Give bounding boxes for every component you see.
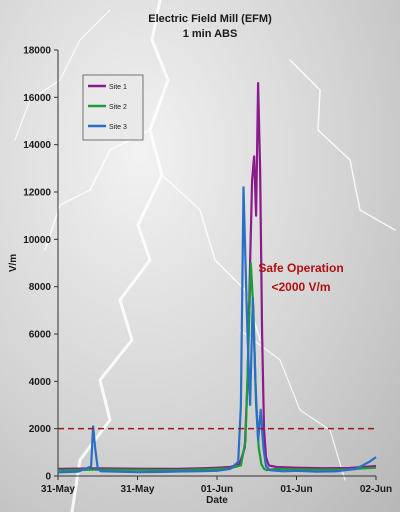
- series-layer: [57, 81, 377, 474]
- series-line-site-2: [57, 261, 377, 472]
- safe-operation-label: Safe Operation: [258, 261, 343, 275]
- x-tick-label: 31-May: [41, 484, 75, 495]
- lightning-bolt-lower-right: [239, 329, 346, 481]
- y-tick-label: 16000: [23, 93, 51, 104]
- y-tick-label: 2000: [29, 424, 52, 435]
- x-axis-label: Date: [206, 495, 228, 506]
- chart-subtitle: 1 min ABS: [183, 28, 238, 40]
- y-axis-label: V/m: [8, 254, 19, 272]
- safe-operation-threshold-label: <2000 V/m: [271, 280, 330, 294]
- lightning-bolt-upper-left: [14, 9, 111, 141]
- legend-label-site-2: Site 2: [109, 104, 127, 111]
- y-tick-label: 0: [45, 472, 51, 483]
- lightning-background: [14, 0, 396, 512]
- x-tick-label: 31-May: [121, 484, 155, 495]
- y-tick-label: 8000: [29, 282, 52, 293]
- x-tick-label: 02-Jun: [360, 484, 392, 495]
- x-tick-label: 01-Jun: [201, 484, 233, 495]
- y-axis-ticks: 0 2000 4000 6000 8000 10000 12000 14000 16000 180…: [23, 46, 58, 483]
- y-tick-label: 6000: [29, 330, 52, 341]
- legend: Site 1 Site 2 Site 3: [82, 74, 144, 141]
- y-tick-label: 10000: [23, 235, 51, 246]
- legend-label-site-1: Site 1: [109, 84, 127, 91]
- x-tick-label: 01-Jun: [280, 484, 312, 495]
- lightning-bolt-main: [70, 0, 170, 512]
- legend-label-site-3: Site 3: [109, 124, 127, 131]
- lightning-bolt-top-right: [289, 59, 396, 231]
- series-line-site-3: [57, 186, 377, 474]
- x-axis-ticks: 31-May 31-May 01-Jun 01-Jun 02-Jun: [41, 476, 392, 495]
- y-tick-label: 4000: [29, 377, 52, 388]
- chart-title: Electric Field Mill (EFM): [148, 13, 272, 25]
- y-tick-label: 18000: [23, 46, 51, 57]
- series-line-site-1: [57, 81, 377, 470]
- lightning-bolt-branch-left: [44, 129, 151, 251]
- y-tick-label: 14000: [23, 140, 51, 151]
- y-tick-label: 12000: [23, 188, 51, 199]
